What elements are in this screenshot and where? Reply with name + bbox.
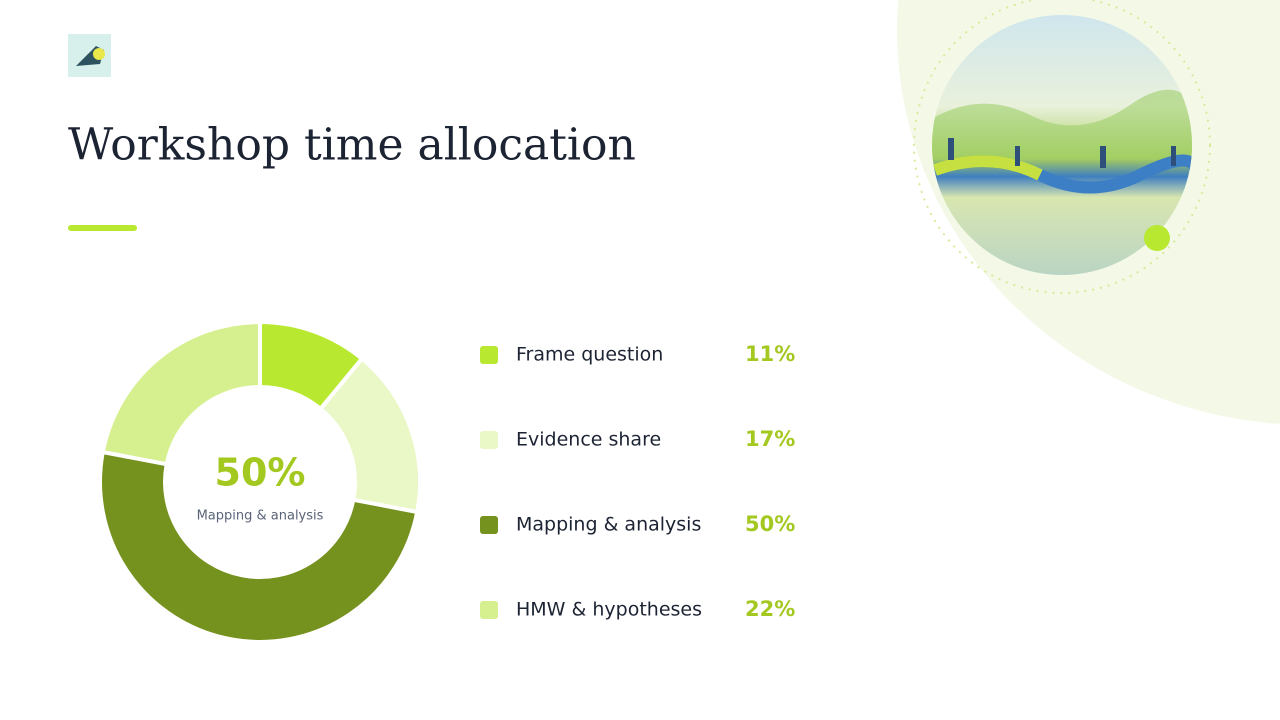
value-label: 22% [745,597,795,621]
legend-label: Evidence share [516,429,661,451]
legend-swatch [480,601,498,619]
center-value: 50% [215,451,306,495]
center-caption: Mapping & analysis [197,509,324,524]
logo-star [93,48,105,60]
value-label: 11% [745,342,795,366]
legend-label: Frame question [516,344,663,366]
slide-title: Workshop time allocation [68,120,636,171]
legend-swatch [480,431,498,449]
legend-swatch [480,516,498,534]
legend-swatch [480,346,498,364]
donut-segment [100,319,262,467]
value-label: 50% [745,512,795,536]
accent-dot [1144,225,1170,251]
donut-segment [98,449,420,644]
dotted-ring [913,0,1211,294]
accent-bar [68,225,137,231]
value-label: 17% [745,427,795,451]
legend-label: HMW & hypotheses [516,599,702,621]
legend-label: Mapping & analysis [516,514,701,536]
